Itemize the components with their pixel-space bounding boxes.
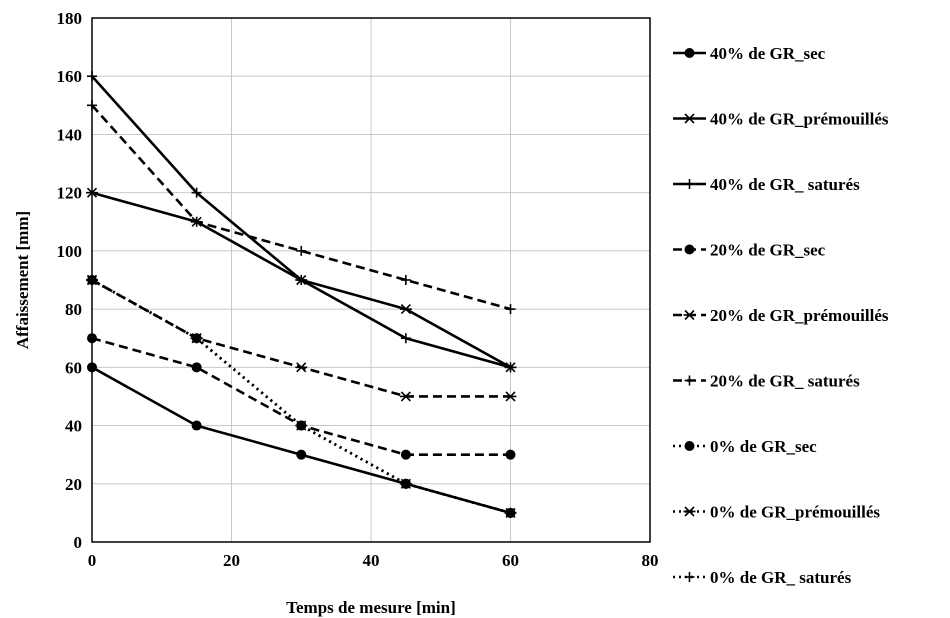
x-axis-title: Temps de mesure [min] bbox=[286, 598, 456, 617]
series-lines bbox=[91, 75, 512, 515]
y-tick-label: 180 bbox=[57, 9, 83, 28]
x-tick-label: 60 bbox=[502, 551, 519, 570]
plot-area-frame bbox=[91, 17, 651, 543]
y-tick-label: 80 bbox=[65, 300, 82, 319]
series-8-point bbox=[505, 507, 516, 518]
series-line-2 bbox=[91, 75, 511, 369]
y-tick-label: 140 bbox=[57, 125, 83, 144]
series-2-point bbox=[191, 187, 202, 198]
series-1-point bbox=[399, 304, 412, 315]
legend-item: 40% de GR_sec bbox=[673, 44, 826, 63]
series-4-point bbox=[295, 362, 308, 373]
legend-item: 20% de GR_ saturés bbox=[673, 372, 860, 391]
series-5-point bbox=[505, 304, 516, 315]
legend-marker bbox=[683, 309, 696, 321]
axis-ticks: 0 20 40 60 80 100 120 140 160 180 0 20 40 60 80 bbox=[57, 9, 659, 570]
legend-item: 0% de GR_sec bbox=[673, 437, 817, 456]
series-markers bbox=[86, 71, 517, 518]
legend-item: 0% de GR_ saturés bbox=[673, 568, 852, 587]
y-tick-label: 0 bbox=[74, 533, 83, 552]
legend-label: 20% de GR_sec bbox=[710, 241, 826, 260]
series-0-point bbox=[296, 449, 307, 460]
series-8-point bbox=[296, 420, 307, 431]
legend-marker bbox=[684, 441, 695, 451]
legend: 40% de GR_sec 40% de GR_prémouillés 40% de… bbox=[673, 44, 889, 587]
series-3-point bbox=[400, 449, 411, 460]
series-5-point bbox=[296, 245, 307, 256]
y-tick-label: 40 bbox=[65, 417, 82, 436]
series-0-point bbox=[191, 420, 202, 431]
series-3-point bbox=[191, 362, 202, 373]
legend-item: 40% de GR_prémouillés bbox=[673, 110, 889, 129]
series-4-point bbox=[399, 391, 412, 402]
x-tick-label: 40 bbox=[363, 551, 380, 570]
y-tick-label: 160 bbox=[57, 67, 83, 86]
legend-item: 40% de GR_ saturés bbox=[673, 175, 860, 194]
legend-label: 40% de GR_ saturés bbox=[710, 175, 860, 194]
legend-label: 40% de GR_sec bbox=[710, 44, 826, 63]
series-line-4 bbox=[91, 278, 511, 398]
legend-item: 0% de GR_prémouillés bbox=[673, 503, 880, 522]
y-tick-label: 60 bbox=[65, 358, 82, 377]
y-axis-title: Affaissement [mm] bbox=[13, 211, 32, 349]
x-tick-label: 80 bbox=[642, 551, 659, 570]
legend-item: 20% de GR_sec bbox=[673, 241, 826, 260]
series-line-8 bbox=[91, 278, 511, 515]
legend-marker bbox=[684, 244, 695, 255]
legend-label: 0% de GR_sec bbox=[710, 437, 817, 456]
series-5-point bbox=[400, 275, 411, 285]
legend-label: 0% de GR_ saturés bbox=[710, 568, 852, 587]
y-tick-label: 120 bbox=[57, 184, 83, 203]
series-line-0 bbox=[91, 366, 511, 515]
x-tick-label: 0 bbox=[88, 551, 97, 570]
y-tick-label: 100 bbox=[57, 242, 83, 261]
legend-marker bbox=[684, 375, 695, 386]
legend-marker bbox=[684, 572, 695, 582]
series-5-point bbox=[191, 216, 202, 227]
series-2-point bbox=[296, 275, 307, 285]
legend-item: 20% de GR_prémouillés bbox=[673, 306, 889, 325]
legend-label: 0% de GR_prémouillés bbox=[710, 503, 880, 522]
legend-marker bbox=[683, 113, 696, 124]
y-tick-label: 20 bbox=[65, 475, 82, 494]
series-8-point bbox=[191, 333, 202, 344]
legend-label: 40% de GR_prémouillés bbox=[710, 110, 889, 129]
series-line-5 bbox=[91, 104, 511, 311]
legend-marker bbox=[683, 506, 696, 517]
x-tick-label: 20 bbox=[223, 551, 240, 570]
grid-lines bbox=[91, 17, 651, 543]
legend-label: 20% de GR_ saturés bbox=[710, 372, 860, 391]
legend-marker bbox=[684, 48, 695, 58]
series-3-point bbox=[505, 449, 516, 460]
series-2-point bbox=[505, 362, 516, 373]
series-8-point bbox=[400, 478, 411, 489]
series-2-point bbox=[400, 333, 411, 344]
legend-label: 20% de GR_prémouillés bbox=[710, 306, 889, 325]
legend-marker bbox=[684, 179, 695, 189]
series-4-point bbox=[504, 391, 517, 402]
